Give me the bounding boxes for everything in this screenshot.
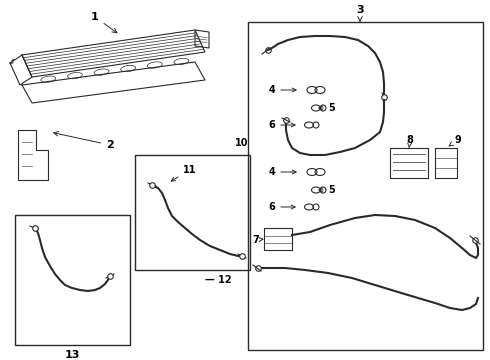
Text: 9: 9 [449,135,462,146]
Text: 3: 3 [356,5,364,21]
Bar [435,148,457,178]
Text: 6: 6 [269,202,295,212]
Bar [135,155,250,270]
Text: 2: 2 [54,132,114,150]
Text: 5: 5 [319,185,335,195]
Bar [264,228,292,250]
Text: 5: 5 [319,103,335,113]
Bar [15,215,130,345]
Text: 1: 1 [91,12,117,33]
Text: 11: 11 [172,165,197,181]
Text: — 12: — 12 [205,275,232,285]
Bar [248,22,483,350]
Bar [390,148,428,178]
Text: 13: 13 [64,350,80,360]
Text: 7: 7 [253,235,263,245]
Text: 8: 8 [407,135,414,148]
Text: 4: 4 [269,167,296,177]
Text: 6: 6 [269,120,295,130]
Text: 10: 10 [235,138,249,148]
Text: 4: 4 [269,85,296,95]
